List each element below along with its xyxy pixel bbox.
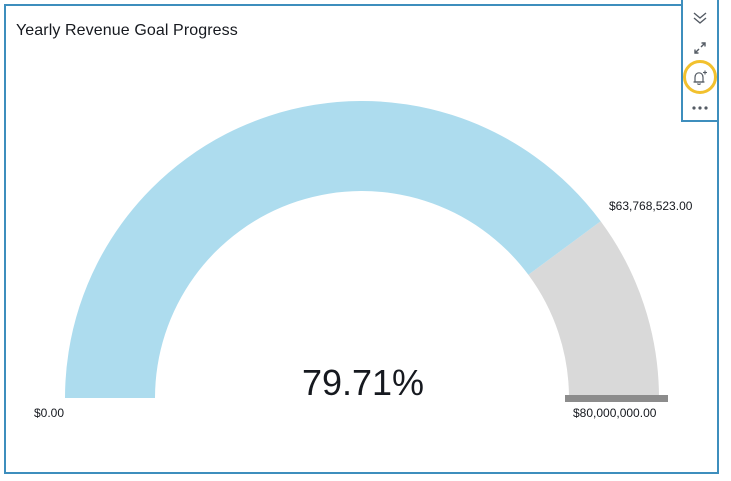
expand-arrows-icon — [694, 42, 706, 54]
collapse-button[interactable] — [683, 4, 717, 32]
double-chevron-down-icon — [693, 12, 707, 24]
gauge-percent-label: 79.71% — [301, 362, 425, 403]
gauge-value-label: $63,768,523.00 — [609, 199, 693, 213]
gauge-min-label: $0.00 — [34, 406, 65, 420]
ellipsis-icon — [692, 106, 708, 110]
more-options-button[interactable] — [683, 94, 717, 122]
gauge-target-marker — [565, 395, 668, 402]
gauge-remaining-arc — [528, 221, 659, 398]
gauge-value-arc — [65, 101, 601, 398]
add-alert-button[interactable] — [683, 64, 717, 92]
gauge-max-label: $80,000,000.00 — [573, 406, 657, 420]
expand-button[interactable] — [683, 34, 717, 62]
visual-toolbar — [681, 0, 719, 122]
bell-plus-icon — [693, 70, 707, 85]
visual-title: Yearly Revenue Goal Progress — [16, 22, 238, 39]
